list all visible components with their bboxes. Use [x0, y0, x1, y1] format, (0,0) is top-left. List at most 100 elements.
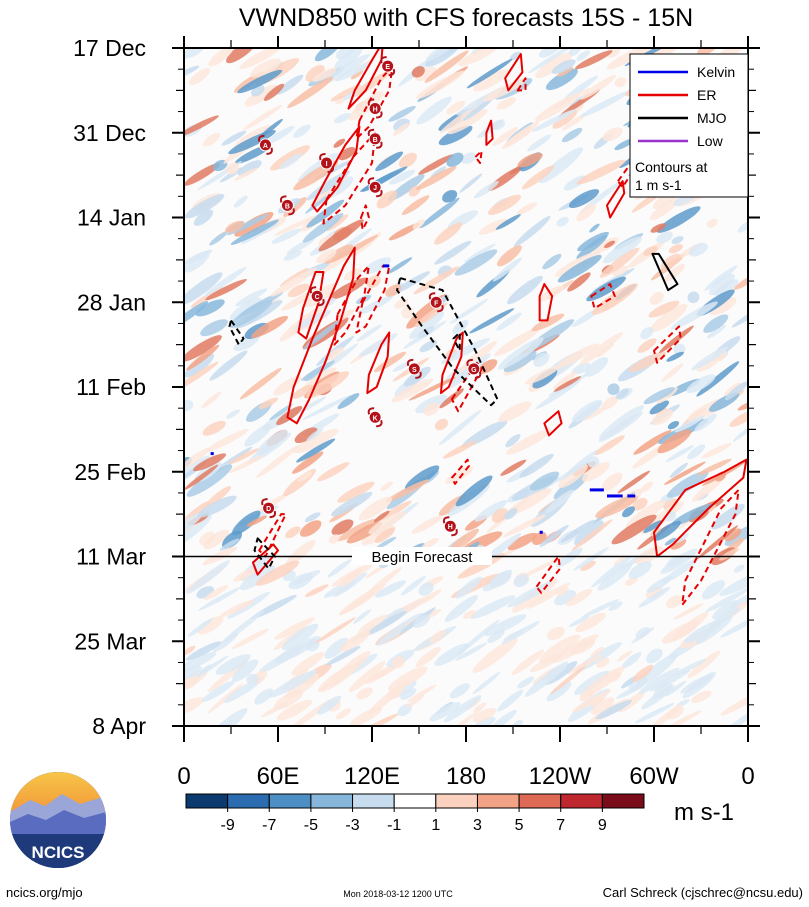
- vwnd-patch: [317, 664, 357, 693]
- vwnd-patch: [633, 430, 672, 455]
- vwnd-patch: [209, 350, 248, 381]
- vwnd-patch: [575, 612, 606, 633]
- vwnd-patch: [574, 670, 610, 695]
- vwnd-patch: [564, 75, 598, 100]
- vwnd-patch: [599, 247, 640, 278]
- vwnd-patch: [732, 423, 748, 442]
- vwnd-patch: [348, 91, 384, 121]
- vwnd-patch: [273, 375, 302, 396]
- vwnd-patch: [505, 127, 534, 147]
- vwnd-patch: [412, 615, 430, 628]
- vwnd-patch: [351, 71, 391, 98]
- vwnd-patch: [357, 295, 394, 315]
- vwnd-patch: [376, 190, 398, 209]
- vwnd-patch: [302, 395, 352, 420]
- vwnd-patch: [184, 676, 200, 690]
- vwnd-patch: [701, 580, 725, 600]
- vwnd-patch: [724, 528, 742, 542]
- vwnd-patch: [201, 680, 235, 703]
- colorbar-swatch: [476, 793, 520, 809]
- vwnd-patch: [576, 50, 590, 61]
- vwnd-patch: [556, 343, 600, 368]
- storm-symbol: [280, 198, 294, 212]
- vwnd-patch: [491, 508, 508, 523]
- vwnd-patch: [565, 449, 599, 476]
- x-tick-label: 0: [177, 763, 190, 790]
- vwnd-patch: [507, 532, 538, 551]
- vwnd-patch: [489, 571, 512, 588]
- storm-marker: H: [442, 516, 458, 537]
- vwnd-patch: [434, 643, 470, 666]
- storm-arms: [367, 98, 383, 119]
- vwnd-patch: [579, 332, 623, 366]
- vwnd-patch: [255, 560, 300, 586]
- vwnd-patch: [388, 169, 416, 185]
- colorbar-tick-label: -3: [345, 817, 359, 834]
- vwnd-patch: [446, 101, 466, 115]
- vwnd-patch: [696, 357, 719, 372]
- y-tick-label: 28 Jan: [77, 289, 146, 315]
- vwnd-patch: [444, 595, 479, 622]
- vwnd-patch: [258, 397, 279, 409]
- vwnd-patch: [638, 667, 680, 694]
- y-tick-label: 8 Apr: [92, 713, 146, 739]
- vwnd-patch: [445, 466, 474, 484]
- vwnd-patch: [358, 496, 393, 521]
- vwnd-patch: [185, 641, 222, 661]
- forecast-label-bg: [352, 547, 492, 565]
- vwnd-patch: [304, 584, 329, 598]
- vwnd-patch: [643, 245, 658, 256]
- vwnd-patch: [621, 652, 642, 669]
- storm-marker: A: [258, 134, 273, 155]
- vwnd-patch: [597, 562, 633, 591]
- vwnd-patch: [691, 346, 729, 371]
- vwnd-patch: [388, 223, 420, 241]
- vwnd-patch: [656, 231, 673, 244]
- vwnd-patch: [511, 649, 545, 676]
- vwnd-patch: [575, 50, 613, 70]
- colorbar-tick-label: -1: [387, 817, 401, 834]
- storm-marker: B: [279, 195, 295, 216]
- vwnd-patch: [671, 659, 707, 677]
- vwnd-patch: [226, 162, 240, 175]
- vwnd-patch: [184, 514, 212, 550]
- vwnd-patch: [648, 300, 680, 318]
- vwnd-patch: [184, 272, 223, 306]
- colorbar-swatch: [601, 793, 645, 809]
- vwnd-patch: [375, 151, 404, 172]
- footer-site-link[interactable]: ncics.org/mjo: [6, 885, 83, 900]
- storm-arms: [258, 134, 273, 155]
- storm-markers: A B C D E H B I J F S G K H: [258, 56, 482, 537]
- vwnd-patch: [184, 162, 221, 186]
- storm-arms: [319, 153, 335, 174]
- vwnd-patch: [505, 434, 521, 448]
- er-contour: [504, 53, 524, 92]
- colorbar-swatch: [393, 793, 437, 809]
- storm-marker: D: [261, 498, 277, 519]
- vwnd-patch: [502, 514, 547, 538]
- vwnd-patch: [419, 197, 460, 229]
- vwnd-patch: [617, 470, 651, 494]
- vwnd-patch: [680, 674, 713, 694]
- vwnd-patch: [656, 206, 701, 233]
- er-contour: [681, 488, 740, 606]
- vwnd-patch: [204, 428, 249, 453]
- vwnd-patch: [324, 637, 349, 659]
- storm-label: D: [266, 506, 271, 513]
- er-contour: [439, 331, 464, 395]
- er-contour: [474, 149, 483, 165]
- vwnd-patch: [331, 519, 354, 536]
- vwnd-patch: [666, 710, 702, 726]
- vwnd-patch: [616, 685, 641, 699]
- vwnd-patch: [237, 160, 262, 176]
- vwnd-patch: [696, 361, 740, 397]
- vwnd-patch: [293, 428, 339, 454]
- vwnd-patch: [522, 165, 555, 190]
- vwnd-patch: [482, 78, 528, 102]
- vwnd-patch: [638, 586, 671, 608]
- vwnd-patch: [374, 527, 396, 544]
- vwnd-patch: [546, 681, 572, 702]
- vwnd-patch: [184, 464, 219, 490]
- storm-label: F: [434, 300, 439, 307]
